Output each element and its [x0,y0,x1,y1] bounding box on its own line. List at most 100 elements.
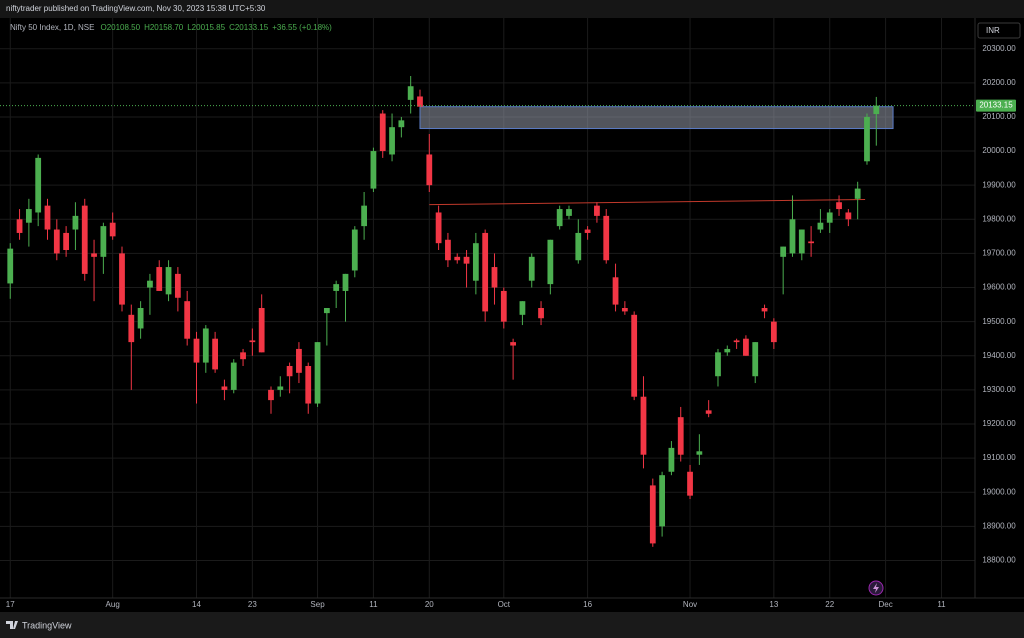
ohlc-high: H20158.70 [144,23,184,32]
candle-body [640,396,647,455]
footer-text: TradingView [22,620,72,630]
candle-body [538,308,544,319]
candle-body [407,86,414,100]
candle-body [398,120,405,128]
candle-body [240,352,246,360]
candle-body [761,308,768,312]
candle-body [193,338,200,363]
y-tick-label: 20100.00 [982,112,1016,121]
candle-body [165,267,172,295]
candle-body [305,366,312,404]
y-tick-label: 19400.00 [982,351,1016,360]
candle-body [752,342,759,377]
candle-body [100,226,107,257]
y-tick-label: 18800.00 [982,556,1016,565]
last-price-box [976,99,1016,112]
candle-body [659,475,665,527]
candle-body [156,267,163,291]
candle-body [53,229,60,254]
candle-body [696,451,703,455]
x-tick-label: Dec [878,600,892,609]
candle-body [7,248,14,284]
candle-body [603,215,610,261]
candle-body [268,389,274,401]
candle-body [780,246,787,257]
candle-body [770,321,777,343]
candle-body [119,253,125,305]
y-tick-label: 19100.00 [982,453,1016,462]
y-tick-label: 19800.00 [982,214,1016,223]
candle-body [668,447,675,472]
candle-body [519,301,526,315]
candle-body [379,113,386,152]
candle-body [249,340,256,343]
x-tick-label: 14 [192,600,201,609]
candle-body [147,280,153,288]
candle-body [202,328,209,363]
candle-body [798,229,805,254]
candle-body [25,209,32,223]
candle-body [16,219,23,233]
x-tick-label: Sep [310,600,325,609]
candle-body [594,205,600,216]
candle-body [621,308,628,312]
zone [419,106,894,130]
candle-body [63,232,70,250]
ohlc-open: O20108.50 [100,23,140,32]
x-tick-label: 11 [937,600,946,609]
x-tick-label: 22 [825,600,834,609]
ohlc-close: C20133.15 [229,23,269,32]
candle-body [277,386,284,390]
candle-body [361,205,367,227]
y-tick-label: 19900.00 [982,180,1016,189]
candle-body [873,105,880,115]
candle-body [370,151,377,189]
candle-body [733,340,740,343]
currency-box[interactable] [977,22,1021,39]
last-price-label: 20133.15 [979,101,1013,110]
y-tick-label: 19000.00 [982,487,1016,496]
y-tick-label: 20300.00 [982,44,1016,53]
x-tick-label: 13 [769,600,778,609]
candle-body [789,219,796,254]
candle-body [705,410,712,414]
candle-body [566,209,572,216]
header-bar [0,0,1024,18]
candle-body [575,232,582,261]
y-tick-label: 20200.00 [982,78,1016,87]
candle-body [72,215,79,230]
candle-body [547,239,554,285]
candle-body [445,239,451,261]
candle-body [845,212,852,220]
footer-logo [6,621,18,629]
candle-body [417,96,423,107]
candle-body [836,202,842,210]
y-tick-label: 19600.00 [982,283,1016,292]
candle-body [230,362,237,390]
x-tick-label: Nov [683,600,697,609]
candle-body [724,348,731,353]
candle-body [342,273,349,291]
candle-body [612,277,619,305]
candle-body [91,253,97,257]
candle-body [174,273,181,298]
candle-body [314,342,321,404]
candle-body [715,352,721,377]
candle-body [286,366,293,377]
currency: INR [986,26,1000,35]
candle-body [109,222,116,237]
candle-body [687,471,693,496]
candle-body [631,314,638,397]
y-tick-label: 19700.00 [982,249,1016,258]
candle-body [81,205,88,274]
candle-body [333,284,340,291]
x-tick-label: 17 [6,600,15,609]
candle-body [212,338,219,370]
y-tick-label: 19200.00 [982,419,1016,428]
candle-body [649,485,656,544]
x-tick-label: Oct [498,600,511,609]
candle-body [435,212,442,244]
candle-body [817,222,824,230]
